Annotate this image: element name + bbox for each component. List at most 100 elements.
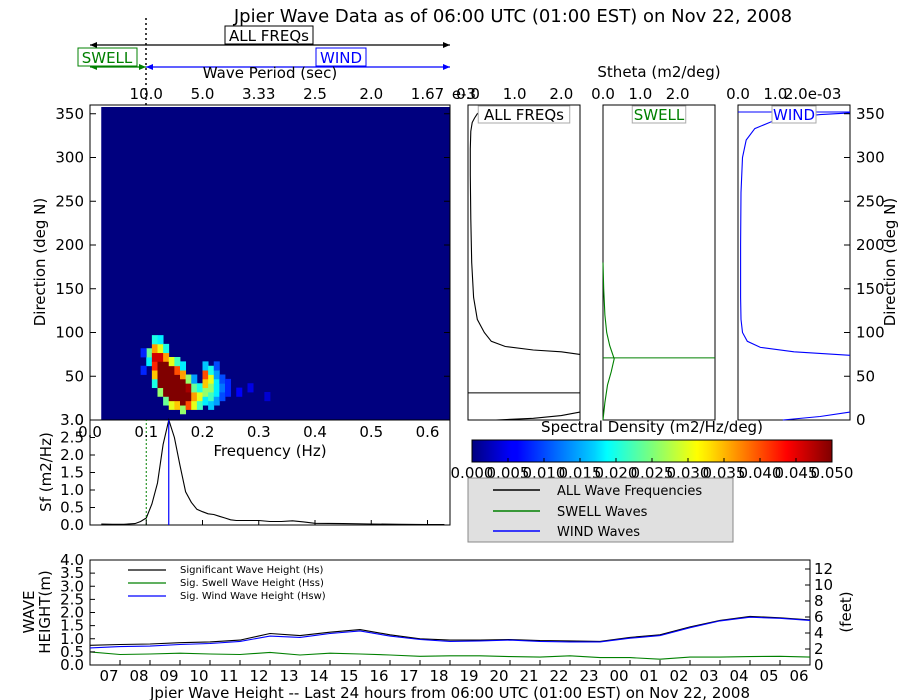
right-direction-tick-label: 150 — [856, 280, 885, 298]
wave-height-tick-label: 2.0 — [60, 604, 84, 622]
heatmap-cell — [174, 383, 181, 393]
right-direction-tick-label: 200 — [856, 236, 885, 254]
feet-tick-label: 10 — [814, 576, 833, 594]
stheta-all-frame — [467, 104, 581, 421]
heatmap-cell — [180, 405, 187, 415]
timeseries-line — [89, 615, 811, 646]
heatmap-cell — [140, 348, 147, 358]
hour-tick-label: 18 — [429, 667, 448, 685]
stheta-wind-tick-label: 0.0 — [726, 85, 750, 103]
heatmap-cell — [163, 370, 170, 380]
heatmap-cell — [219, 374, 226, 384]
heatmap-cell — [140, 365, 147, 375]
heatmap-cell — [208, 365, 215, 375]
stheta-swell-line — [602, 262, 615, 421]
wave-period-tick-label: 5.0 — [191, 85, 215, 103]
heatmap-cell — [196, 383, 203, 393]
heatmap-cell — [168, 357, 175, 367]
heatmap-cell — [213, 378, 220, 389]
frequency-tick-label: 0.5 — [359, 423, 383, 441]
heatmap-cells — [140, 335, 271, 415]
feet-axis-label: (feet) — [837, 591, 855, 632]
heatmap-cell — [191, 392, 198, 402]
stheta-swell-label: SWELL — [634, 106, 685, 124]
wind-label: WIND — [320, 49, 362, 67]
heatmap-cell — [208, 392, 215, 402]
frequency-tick-label: 0.0 — [78, 423, 102, 441]
heatmap-cell — [151, 343, 158, 354]
all-freq-arrow-right — [443, 42, 450, 48]
timeseries-legend-label: Sig. Swell Wave Height (Hss) — [180, 578, 324, 589]
legend-label-all: ALL Wave Frequencies — [557, 484, 702, 499]
right-direction-axis-label: Direction (deg N) — [881, 198, 899, 327]
direction-ticks: 0 50 100 150 200 250 300 350 — [55, 105, 450, 429]
frequency-tick-label: 0.4 — [303, 423, 327, 441]
stheta-all-line — [469, 106, 581, 355]
direction-tick-label: 350 — [55, 105, 84, 123]
wave-height-axis-label-line1: WAVE — [20, 590, 38, 633]
wave-period-tick-label: 3.33 — [242, 85, 275, 103]
stheta-swell-label-box — [631, 105, 687, 124]
hour-tick-label: 10 — [189, 667, 208, 685]
heatmap-cell — [196, 400, 203, 410]
heatmap-cell — [163, 396, 170, 406]
hour-tick-label: 12 — [249, 667, 268, 685]
sf-tick-label: 0.0 — [60, 516, 84, 534]
right-direction-tick-label: 350 — [856, 105, 885, 123]
frequency-range-indicator: ALL FREQs SWELL WIND — [77, 18, 450, 420]
feet-tick-label: 8 — [814, 592, 824, 610]
stheta-all-unit-label: e-3 — [452, 85, 476, 103]
spectrum-line — [101, 417, 445, 526]
heatmap-cell — [157, 335, 164, 345]
heatmap-cell — [180, 361, 187, 371]
wind-label-box — [315, 47, 367, 67]
wave-height-tick-label: 0.5 — [60, 643, 84, 661]
heatmap-cell — [213, 361, 220, 371]
hour-tick-label: 07 — [99, 667, 118, 685]
heatmap-cell — [174, 374, 181, 384]
timeseries-legend-label: Significant Wave Height (Hs) — [180, 565, 323, 576]
heatmap-cell — [157, 387, 164, 397]
heatmap-cell — [151, 352, 158, 362]
heatmap-cell — [174, 357, 181, 367]
hour-tick-label: 02 — [669, 667, 688, 685]
hour-tick-label: 17 — [399, 667, 418, 685]
feet-tick-label: 12 — [814, 560, 833, 578]
stheta-all-label: ALL FREQs — [484, 106, 564, 124]
sf-tick-label: 1.5 — [60, 464, 84, 482]
heatmap-cell — [219, 383, 226, 393]
heatmap-cell — [264, 392, 271, 402]
right-direction-tick-label: 300 — [856, 149, 885, 167]
wave-height-tick-label: 3.5 — [60, 564, 84, 582]
heatmap-cell — [146, 357, 153, 367]
heatmap-cell — [168, 374, 175, 384]
frequency-tick-label: 0.3 — [247, 423, 271, 441]
hour-tick-label: 13 — [279, 667, 298, 685]
wave-height-tick-label: 4.0 — [60, 551, 84, 569]
heatmap-cell — [191, 374, 198, 384]
frequency-tick-label: 0.2 — [191, 423, 215, 441]
heatmap-cell — [185, 400, 192, 410]
heatmap-cell — [174, 392, 181, 402]
wave-period-tick-label: 10.0 — [130, 85, 163, 103]
heatmap-cell — [180, 370, 187, 380]
heatmap-cell — [196, 392, 203, 402]
heatmap-cell — [174, 365, 181, 375]
heatmap-cell — [247, 383, 254, 393]
stheta-wind-label-box — [771, 105, 817, 124]
stheta-swell-tick-label: 1.0 — [628, 85, 652, 103]
hour-tick-label: 09 — [159, 667, 178, 685]
wave-period-axis-label: Wave Period (sec) — [203, 64, 337, 82]
wind-arrow-right — [443, 64, 450, 70]
swell-label: SWELL — [82, 49, 133, 67]
heatmap-cell — [219, 392, 226, 402]
sf-tick-label: 3.0 — [60, 411, 84, 429]
hour-tick-label: 20 — [489, 667, 508, 685]
stheta-wind-label: WIND — [773, 106, 815, 124]
swell-arrow-right — [139, 64, 146, 70]
right-direction-tick-label: 250 — [856, 192, 885, 210]
heatmap-cell — [168, 365, 175, 375]
